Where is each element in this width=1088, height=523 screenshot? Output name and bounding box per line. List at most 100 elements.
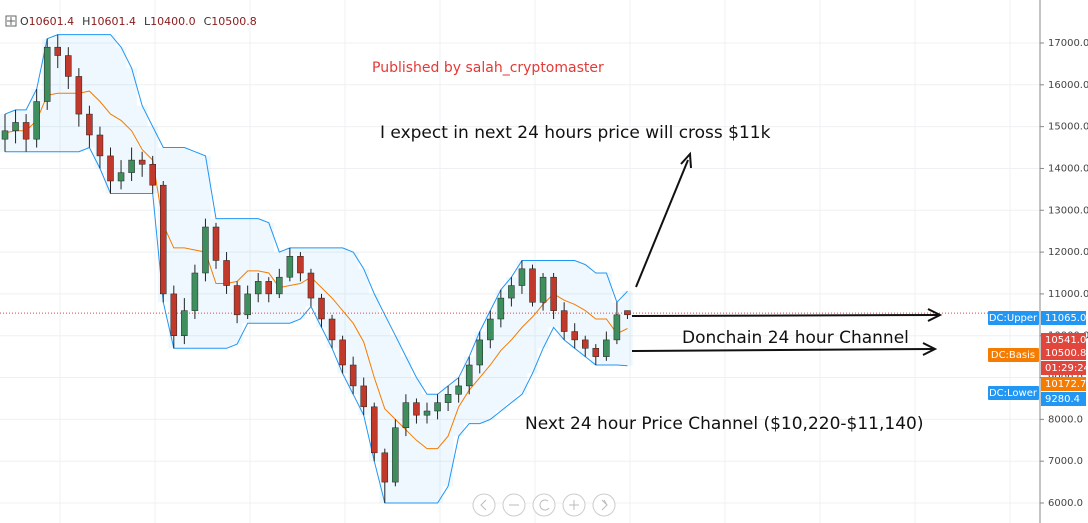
arrows xyxy=(631,151,943,356)
candle-body xyxy=(254,281,262,295)
price-tag xyxy=(1041,392,1086,406)
arrow xyxy=(631,348,934,352)
candle-body xyxy=(117,172,125,182)
zoom-icons xyxy=(480,499,608,511)
candle-body xyxy=(455,385,462,395)
series-tag xyxy=(988,348,1039,362)
reset-button[interactable] xyxy=(532,493,556,517)
candle-body xyxy=(307,272,315,299)
ohlc-value: 10601.4 xyxy=(90,15,136,28)
candle-body xyxy=(1,130,9,140)
candle-body xyxy=(339,339,346,366)
candle-body xyxy=(212,226,220,261)
candle-body xyxy=(560,310,568,332)
scroll-left-button[interactable] xyxy=(472,493,496,517)
candle-body xyxy=(202,226,209,274)
price-tag-label: 01:29:24 xyxy=(1045,363,1088,374)
price-tag-label: 10500.8 xyxy=(1045,348,1086,359)
candle-body xyxy=(508,285,515,299)
series-tag-label: DC:Lower xyxy=(989,388,1038,399)
price-tag-label: 9280.4 xyxy=(1045,394,1080,405)
price-tag-label: 10541.0 xyxy=(1045,335,1086,346)
candle-body xyxy=(539,276,547,303)
candle-body xyxy=(160,184,167,295)
y-tick-label: 12000.0 xyxy=(1048,247,1088,258)
candle-body xyxy=(22,122,30,140)
candle-body xyxy=(65,55,72,77)
ohlc-key: C xyxy=(204,15,212,28)
series-tag-label: DC:Basis xyxy=(991,350,1035,361)
plot xyxy=(0,34,1040,504)
candle-body xyxy=(170,293,178,336)
candle-body xyxy=(423,410,431,416)
candle-body xyxy=(392,427,399,483)
candle-body xyxy=(223,260,230,286)
ohlc-key: L xyxy=(144,15,151,28)
y-tick-label: 8000.0 xyxy=(1048,414,1083,425)
candle-body xyxy=(413,402,420,416)
candle-body xyxy=(476,339,483,366)
candle-body xyxy=(276,276,283,295)
arrow xyxy=(635,159,689,288)
candle-body xyxy=(613,314,621,341)
price-tag-label: 11065.0 xyxy=(1045,313,1086,324)
candle-body xyxy=(434,402,441,412)
candle-body xyxy=(529,268,536,303)
ohlc-value: 10500.8 xyxy=(211,15,257,28)
candle-body xyxy=(487,318,494,341)
candle-body xyxy=(149,164,156,186)
candle-body xyxy=(86,113,93,136)
vertical-grid xyxy=(59,0,1011,523)
channel-line xyxy=(4,90,628,450)
arrow-head xyxy=(922,342,938,356)
candle-body xyxy=(233,285,241,316)
candle-body xyxy=(349,364,357,387)
candle-body xyxy=(318,297,325,320)
arrow-head xyxy=(927,308,943,322)
header xyxy=(5,15,17,27)
candle-body xyxy=(128,159,135,173)
price-tag xyxy=(1041,346,1086,360)
y-tick-label: 11000.0 xyxy=(1048,289,1088,300)
arrow xyxy=(631,314,939,317)
price-tag-label: 10172.7 xyxy=(1045,379,1086,390)
scroll-right-button[interactable] xyxy=(592,493,616,517)
candle-body xyxy=(624,310,631,316)
ohlc-header: O10601.4 H10601.4 L10400.0 C10500.8 xyxy=(20,15,257,28)
candle-body xyxy=(244,293,251,316)
candle-body xyxy=(54,46,61,56)
toggle-icon[interactable] xyxy=(5,15,17,27)
candle-body xyxy=(465,364,473,387)
ohlc-value: 10601.4 xyxy=(29,15,75,28)
candle-body xyxy=(518,268,526,286)
y-tick-label: 6000.0 xyxy=(1048,498,1083,509)
annotation: Next 24 hour Price Channel ($10,220-$11,… xyxy=(525,414,923,434)
candle-body xyxy=(33,101,40,140)
price-tag xyxy=(1041,333,1086,347)
y-tick-label: 13000.0 xyxy=(1048,205,1088,216)
candle-body xyxy=(43,46,51,102)
price-tag xyxy=(1041,361,1086,375)
candle-body xyxy=(107,155,114,182)
series-tag xyxy=(988,386,1039,400)
candle-body xyxy=(444,394,452,403)
y-tick-label: 16000.0 xyxy=(1048,80,1088,91)
candle-body xyxy=(328,318,336,341)
watermark: Published by salah_cryptomaster xyxy=(372,60,604,76)
candle-body xyxy=(497,297,505,320)
price-tag xyxy=(1041,311,1086,325)
y-tick-label: 17000.0 xyxy=(1048,38,1088,49)
candle-body xyxy=(381,452,389,483)
channel-line xyxy=(5,146,628,504)
annotation: Donchain 24 hour Channel xyxy=(682,328,909,348)
annotation: I expect in next 24 hours price will cro… xyxy=(380,123,771,143)
series-tag-label: DC:Upper xyxy=(989,313,1038,324)
candle-body xyxy=(191,272,199,311)
candle-body xyxy=(181,310,188,336)
arrow-head xyxy=(680,151,692,169)
candle-body xyxy=(265,281,272,295)
candle-body xyxy=(12,122,19,132)
price-tag xyxy=(1041,377,1086,391)
